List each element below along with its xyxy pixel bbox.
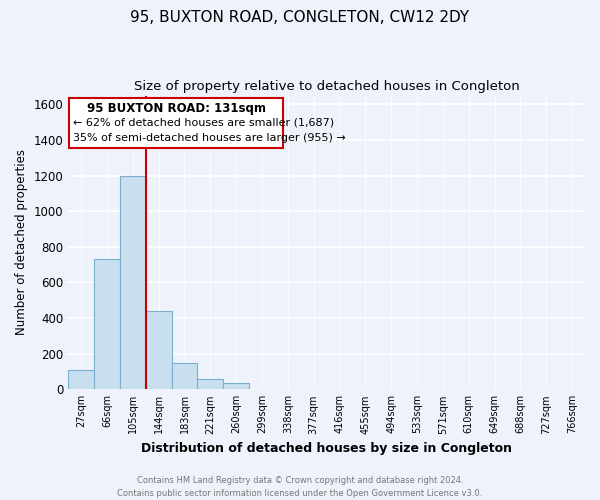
X-axis label: Distribution of detached houses by size in Congleton: Distribution of detached houses by size … [141, 442, 512, 455]
Bar [172, 364, 197, 390]
Text: Contains HM Land Registry data © Crown copyright and database right 2024.
Contai: Contains HM Land Registry data © Crown c… [118, 476, 482, 498]
Text: 95 BUXTON ROAD: 131sqm: 95 BUXTON ROAD: 131sqm [86, 102, 266, 114]
Text: 35% of semi-detached houses are larger (955) →: 35% of semi-detached houses are larger (… [73, 133, 346, 143]
Title: Size of property relative to detached houses in Congleton: Size of property relative to detached ho… [134, 80, 520, 93]
Text: 95, BUXTON ROAD, CONGLETON, CW12 2DY: 95, BUXTON ROAD, CONGLETON, CW12 2DY [130, 10, 470, 25]
Bar [146, 311, 172, 390]
Bar [68, 370, 94, 390]
Bar [120, 176, 146, 390]
Text: ← 62% of detached houses are smaller (1,687): ← 62% of detached houses are smaller (1,… [73, 118, 334, 128]
FancyBboxPatch shape [70, 98, 283, 148]
Bar [94, 260, 120, 390]
Bar [197, 378, 223, 390]
Y-axis label: Number of detached properties: Number of detached properties [15, 150, 28, 336]
Bar [223, 383, 249, 390]
